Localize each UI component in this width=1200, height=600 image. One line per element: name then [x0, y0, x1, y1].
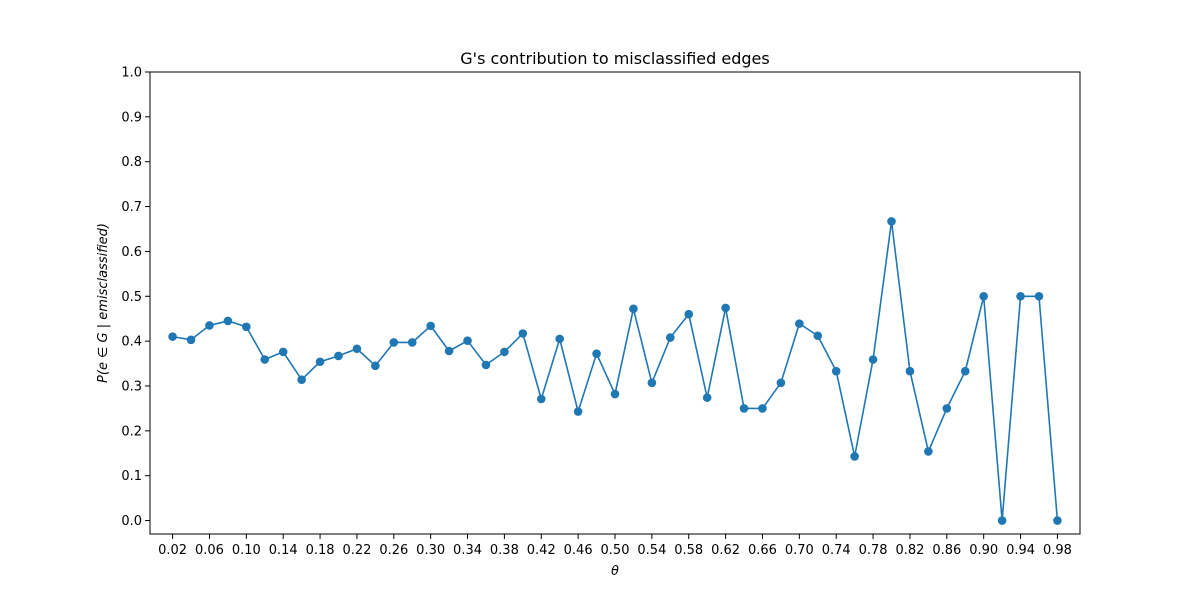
- x-tick-label: 0.90: [969, 543, 998, 558]
- x-tick-label: 0.50: [601, 543, 630, 558]
- x-tick-label: 0.74: [822, 543, 851, 558]
- data-point: [186, 335, 196, 345]
- data-point: [242, 322, 251, 332]
- data-point: [721, 303, 730, 313]
- data-series: [168, 217, 1062, 525]
- data-point: [795, 319, 804, 328]
- data-point: [684, 309, 694, 319]
- data-point: [278, 347, 288, 357]
- y-tick-label: 0.1: [121, 469, 142, 484]
- x-tick-label: 0.14: [269, 543, 298, 558]
- y-tick-label: 0.8: [121, 155, 142, 170]
- y-tick-label: 0.5: [121, 290, 142, 305]
- data-point: [444, 346, 454, 356]
- x-tick-label: 0.54: [637, 543, 666, 558]
- x-tick-label: 0.86: [932, 543, 961, 558]
- data-point: [168, 332, 177, 341]
- data-point: [647, 378, 657, 388]
- data-point: [592, 349, 601, 358]
- data-point: [223, 316, 233, 326]
- plot-area: [149, 71, 1081, 535]
- x-tick-label: 0.34: [453, 543, 482, 558]
- data-point: [205, 321, 214, 330]
- data-point: [850, 452, 859, 461]
- data-point: [1034, 291, 1044, 301]
- y-tick-label: 1.0: [121, 66, 142, 81]
- x-tick-label: 0.66: [748, 543, 777, 558]
- y-axis-label: P(e ∈ G | emisclassified): [96, 223, 111, 383]
- data-point: [831, 366, 841, 376]
- data-point: [942, 404, 952, 413]
- x-tick-label: 0.82: [895, 543, 924, 558]
- data-point: [463, 336, 472, 345]
- data-point: [997, 516, 1007, 525]
- y-tick-label: 0.9: [121, 110, 142, 125]
- y-tick-label: 0.4: [121, 335, 142, 350]
- x-tick-label: 0.98: [1043, 543, 1072, 558]
- data-point: [1016, 291, 1025, 301]
- data-point: [315, 357, 325, 367]
- x-tick-label: 0.58: [674, 543, 703, 558]
- data-point: [500, 347, 509, 357]
- y-tick-label: 0.2: [121, 424, 142, 439]
- x-tick-label: 0.46: [564, 543, 593, 558]
- x-tick-label: 0.06: [195, 543, 224, 558]
- data-point: [426, 321, 435, 331]
- data-point: [868, 355, 878, 364]
- data-point: [1053, 516, 1062, 525]
- data-point: [334, 351, 343, 361]
- data-point: [573, 407, 583, 416]
- x-tick-label: 0.22: [342, 543, 371, 558]
- x-axis: 0.02 0.06 0.10 0.14 0.18 0.22 0.26 0.30 0.34 0.38…: [158, 534, 1072, 558]
- x-tick-label: 0.42: [527, 543, 556, 558]
- x-tick-label: 0.18: [306, 543, 335, 558]
- x-tick-label: 0.94: [1006, 543, 1035, 558]
- data-point: [629, 304, 638, 314]
- data-point: [960, 366, 970, 376]
- data-point: [297, 375, 306, 385]
- data-point: [887, 217, 896, 226]
- x-tick-label: 0.02: [158, 543, 187, 558]
- data-point: [739, 404, 749, 413]
- x-tick-label: 0.62: [711, 543, 740, 558]
- data-point: [776, 378, 786, 388]
- data-point: [924, 447, 933, 456]
- x-tick-label: 0.38: [490, 543, 519, 558]
- x-tick-label: 0.26: [379, 543, 408, 558]
- data-point: [555, 334, 564, 344]
- y-tick-label: 0.6: [121, 245, 142, 260]
- x-tick-label: 0.30: [416, 543, 445, 558]
- data-point: [518, 329, 528, 338]
- x-tick-label: 0.10: [232, 543, 261, 558]
- data-point: [389, 338, 399, 347]
- data-point: [702, 393, 712, 402]
- data-point: [979, 291, 988, 301]
- x-tick-label: 0.70: [785, 543, 814, 558]
- y-tick-label: 0.7: [121, 200, 142, 215]
- x-axis-label: θ: [611, 564, 619, 579]
- data-point: [813, 331, 823, 341]
- data-point: [352, 344, 362, 354]
- data-point: [407, 338, 417, 347]
- data-point: [481, 360, 491, 370]
- data-point: [905, 366, 915, 376]
- y-axis: 0.0 0.1 0.2 0.3 0.4 0.5 0.6 0.7 0.8 0.9 1.0: [121, 66, 150, 529]
- data-point: [371, 361, 380, 371]
- chart-title: G's contribution to misclassified edges: [460, 49, 769, 68]
- data-point: [536, 394, 546, 404]
- data-point: [758, 404, 767, 413]
- x-tick-label: 0.78: [859, 543, 888, 558]
- data-point: [610, 389, 620, 399]
- data-point: [666, 333, 675, 342]
- y-tick-label: 0.0: [121, 514, 142, 529]
- data-point: [260, 355, 270, 364]
- y-tick-label: 0.3: [121, 379, 142, 394]
